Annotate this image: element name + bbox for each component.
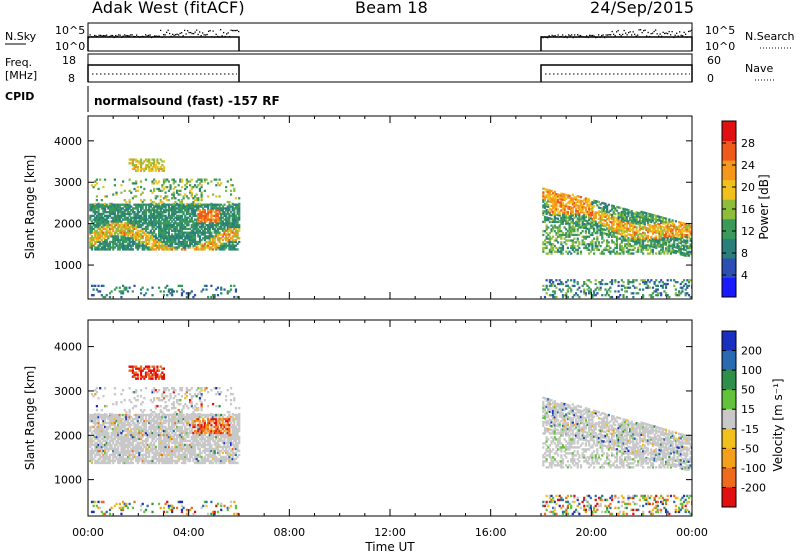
ytick-label: 4000 <box>54 341 82 354</box>
nsearch-tick-top: 10^5 <box>705 24 735 37</box>
colorbar-tick: 15 <box>741 403 755 416</box>
ytick-label: 2000 <box>54 218 82 231</box>
nsky-trace <box>87 29 693 51</box>
velocity-colorbar-label: Velocity [m s⁻¹] <box>771 378 785 471</box>
ytick-label: 2000 <box>54 429 82 442</box>
colorbar-swatch <box>722 199 736 220</box>
colorbar-tick: 100 <box>741 364 762 377</box>
date-title: 24/Sep/2015 <box>590 0 695 17</box>
nsky-panel: N.Sky 10^5 10^0 10^5 10^0 N.Search <box>5 22 795 53</box>
colorbar-tick: 24 <box>741 159 755 172</box>
colorbar-swatch <box>722 389 736 410</box>
colorbar-tick: 50 <box>741 384 755 397</box>
colorbar-tick: -200 <box>741 481 766 494</box>
xtick-label: 04:00 <box>173 526 205 539</box>
colorbar-swatch <box>722 257 736 278</box>
colorbar-swatch <box>722 428 736 449</box>
ytick-label: 4000 <box>54 135 82 148</box>
nsky-tick-top: 10^5 <box>55 24 85 37</box>
colorbar-swatch <box>722 179 736 200</box>
freq-window-1 <box>540 64 693 82</box>
colorbar-swatch <box>722 467 736 488</box>
velocity-cells <box>89 365 692 516</box>
colorbar-tick: -15 <box>741 423 759 436</box>
freq-panel: Freq. [MHz] 18 8 60 0 Nave <box>5 53 776 85</box>
xtick-label: 00:00 <box>72 526 104 539</box>
velocity-ylabel: Slant Range [km] <box>23 366 37 470</box>
ytick-label: 1000 <box>54 474 82 487</box>
nave-tick-bottom: 0 <box>707 72 714 85</box>
colorbar-swatch <box>722 487 736 508</box>
power-axes: 1000 2000 3000 4000 <box>54 116 693 299</box>
xtick-label: 16:00 <box>475 526 507 539</box>
freq-window-0 <box>87 64 240 82</box>
xtick-label: 08:00 <box>273 526 305 539</box>
colorbar-swatch <box>722 331 736 352</box>
power-colorbar-label: Power [dB] <box>757 174 771 239</box>
colorbar-swatch <box>722 160 736 181</box>
xtick-label: 00:00 <box>676 526 708 539</box>
colorbar-swatch <box>722 140 736 161</box>
colorbar-swatch <box>722 409 736 430</box>
colorbar-swatch <box>722 238 736 259</box>
velocity-panel: 1000 2000 3000 4000 Slant Range [km] 200 100… <box>23 319 785 517</box>
nave-label: Nave <box>745 62 773 75</box>
colorbar-swatch <box>722 370 736 391</box>
colorbar-tick: 4 <box>741 269 748 282</box>
freq-tick-bottom: 8 <box>68 72 75 85</box>
colorbar-tick: -50 <box>741 442 759 455</box>
ytick-label: 3000 <box>54 385 82 398</box>
colorbar-tick: 8 <box>741 247 748 260</box>
velocity-colorbar: 200 100 50 15 -15 -50 -100 -200 <box>721 330 766 508</box>
cpid-text: normalsound (fast) -157 RF <box>94 94 280 108</box>
freq-trace <box>87 64 693 82</box>
power-ylabel: Slant Range [km] <box>23 155 37 259</box>
freq-unit: [MHz] <box>5 69 37 82</box>
nsky-window-1 <box>540 36 693 51</box>
ytick-label: 3000 <box>54 176 82 189</box>
nsky-window-0 <box>87 36 240 51</box>
colorbar-swatch <box>722 350 736 371</box>
colorbar-swatch <box>722 218 736 239</box>
ytick-label: 1000 <box>54 259 82 272</box>
colorbar-tick: 12 <box>741 225 755 238</box>
freq-tick-top: 18 <box>62 54 76 67</box>
colorbar-swatch <box>722 121 736 142</box>
nsky-label: N.Sky <box>5 30 37 43</box>
x-axis-ticks: 00:00 04:00 08:00 12:00 16:00 20:00 00:00 <box>72 526 708 539</box>
velocity-axes: 1000 2000 3000 4000 <box>54 320 693 516</box>
colorbar-swatch <box>722 448 736 469</box>
beam-title: Beam 18 <box>355 0 429 17</box>
colorbar-tick: 200 <box>741 345 762 358</box>
xtick-label: 12:00 <box>374 526 406 539</box>
colorbar-tick: -100 <box>741 462 766 475</box>
power-cells <box>89 158 692 299</box>
power-panel: 1000 2000 3000 4000 Slant Range [km] 4 8 12 16… <box>23 115 771 300</box>
colorbar-tick: 20 <box>741 181 755 194</box>
x-axis-label: Time UT <box>364 540 415 554</box>
nave-tick-top: 60 <box>707 54 721 67</box>
power-colorbar: 4 8 12 16 20 24 28 <box>721 120 755 298</box>
colorbar-swatch <box>722 277 736 298</box>
freq-label: Freq. <box>5 56 32 69</box>
colorbar-tick: 16 <box>741 203 755 216</box>
colorbar-tick: 28 <box>741 137 755 150</box>
nsky-tick-bottom: 10^0 <box>55 40 85 53</box>
xtick-label: 20:00 <box>575 526 607 539</box>
nsearch-tick-bottom: 10^0 <box>705 40 735 53</box>
cpid-label: CPID <box>5 90 34 103</box>
nsearch-label: N.Search <box>745 30 795 43</box>
station-title: Adak West (fitACF) <box>92 0 245 17</box>
